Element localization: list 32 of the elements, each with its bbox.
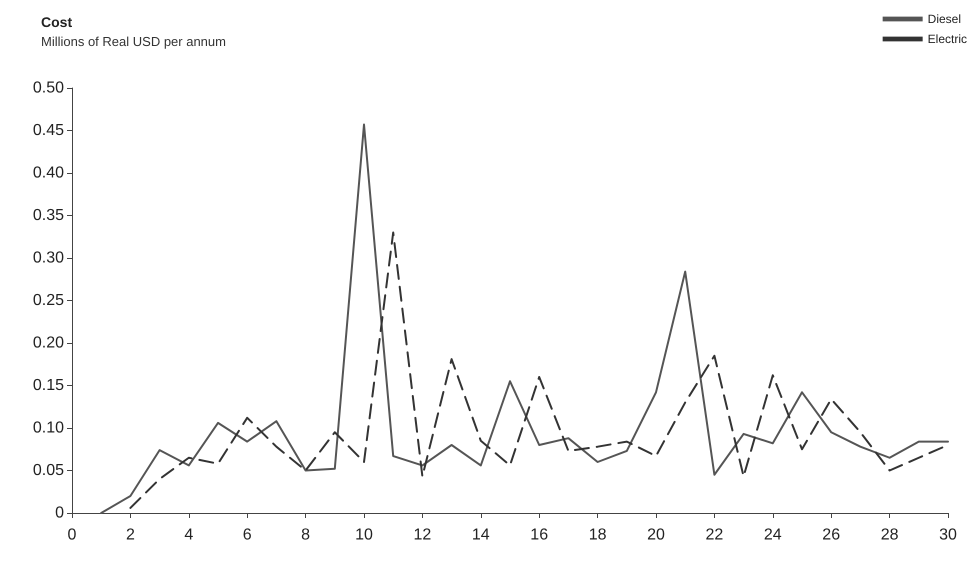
x-tick-label: 10 [355,526,373,544]
x-tick-label: 12 [414,526,432,544]
y-tick-label: 0.35 [32,207,64,224]
x-tick-label: 26 [822,526,840,544]
chart-title: Cost [41,14,72,30]
x-tick-label: 18 [588,526,607,544]
y-tick-label: 0 [55,504,64,522]
x-tick-label: 6 [242,526,252,544]
x-tick-label: 22 [706,526,724,544]
y-tick-label: 0.45 [32,122,64,139]
y-tick-label: 0.30 [32,250,64,266]
x-tick-label: 0 [68,526,77,544]
x-tick-label: 14 [472,526,490,544]
chart-subtitle: Millions of Real USD per annum [41,34,226,49]
x-tick-label: 28 [880,526,899,544]
y-tick-label: 0.20 [32,334,64,352]
y-tick-label: 0.40 [32,164,64,182]
x-tick-label: 2 [126,526,135,544]
legend-label: Diesel [928,12,962,26]
y-tick-label: 0.50 [32,80,64,96]
y-tick-label: 0.25 [32,292,64,309]
y-tick-label: 0.10 [32,420,64,436]
y-tick-label: 0.15 [32,377,64,394]
x-tick-label: 30 [939,526,957,544]
x-tick-label: 20 [647,526,665,544]
x-tick-label: 16 [530,526,548,544]
x-tick-label: 24 [764,526,782,544]
x-tick-label: 8 [301,526,310,544]
x-tick-label: 4 [184,526,194,544]
legend-label: Electric [928,32,968,46]
y-tick-label: 0.05 [32,462,64,479]
line-series [100,124,949,514]
